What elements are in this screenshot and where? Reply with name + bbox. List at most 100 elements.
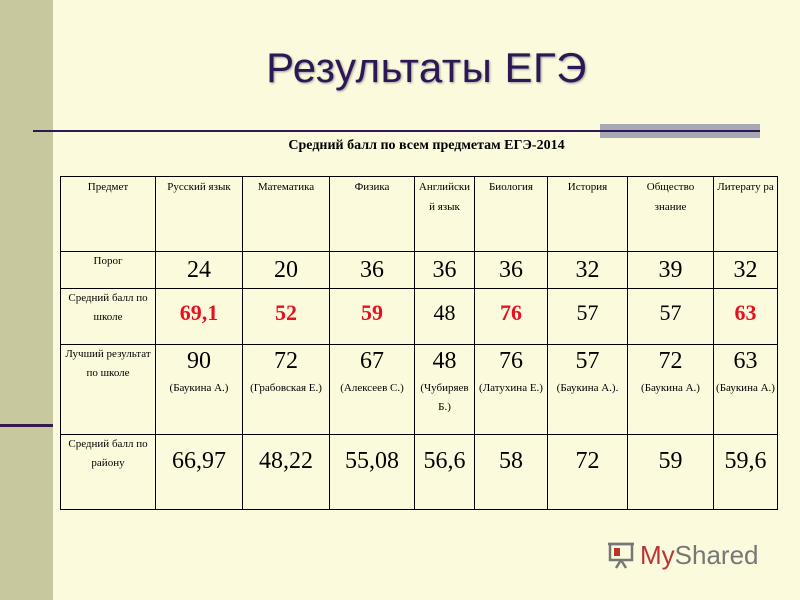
best-result-cell: 63 (Баукина А.): [713, 344, 778, 435]
best-result-cell: 48 (Чубиряев Б.): [414, 344, 475, 435]
school-average-value: 76: [500, 300, 522, 325]
threshold-cell: 36: [329, 251, 415, 289]
title-rule: [33, 130, 760, 132]
district-average-cell: 72: [547, 434, 628, 510]
threshold-cell: 20: [242, 251, 330, 289]
district-average-value: 59: [658, 448, 683, 474]
school-average-value: 57: [659, 300, 682, 325]
best-result-value: 57: [575, 348, 600, 374]
logo-text: MyShared: [640, 540, 759, 571]
best-result-cell: 76 (Латухина Е.): [474, 344, 548, 435]
best-result-student: (Алексеев С.): [340, 382, 404, 394]
threshold-cell: 32: [713, 251, 778, 289]
table-row-best-result: Лучший результат по школе 90 (Баукина А.)…: [60, 344, 778, 435]
header-cell: Биология: [474, 176, 548, 252]
header-cell: Русский язык: [155, 176, 243, 252]
school-average-value: 48: [433, 300, 456, 325]
logo-text-shared: Shared: [674, 539, 759, 570]
best-result-value: 48: [432, 348, 457, 374]
school-average-cell: 48: [414, 288, 475, 345]
threshold-value: 36: [360, 257, 384, 283]
table-subtitle: Средний балл по всем предметам ЕГЭ-2014: [288, 138, 565, 153]
threshold-value: 20: [274, 257, 298, 283]
district-average-value: 55,08: [345, 448, 399, 474]
school-average-cell: 69,1: [155, 288, 243, 345]
threshold-value: 36: [499, 257, 523, 283]
threshold-cell: 32: [547, 251, 628, 289]
best-result-value: 72: [274, 348, 298, 374]
district-average-value: 72: [575, 448, 600, 474]
best-result-student: (Латухина Е.): [479, 382, 543, 394]
header-cell: История: [547, 176, 628, 252]
district-average-cell: 56,6: [414, 434, 475, 510]
header-cell-subject: Предмет: [60, 176, 156, 252]
district-average-cell: 55,08: [329, 434, 415, 510]
best-result-student: (Баукина А.).: [556, 382, 619, 394]
threshold-value: 24: [187, 257, 211, 283]
best-result-student: (Баукина А.): [641, 382, 700, 394]
presentation-board-icon: [608, 542, 634, 569]
threshold-value: 39: [658, 257, 683, 283]
best-result-cell: 72 (Грабовская Е.): [242, 344, 330, 435]
district-average-cell: 66,97: [155, 434, 243, 510]
district-average-value: 59,6: [724, 448, 767, 474]
results-table: Предмет Русский язык Математика Физика А…: [60, 176, 778, 510]
left-bar-accent-line: [0, 424, 53, 427]
best-result-cell: 90 (Баукина А.): [155, 344, 243, 435]
threshold-value: 32: [733, 257, 758, 283]
best-result-student: (Чубиряев Б.): [420, 382, 469, 413]
left-decorative-bar: [0, 0, 53, 600]
header-cell: Литерату ра: [713, 176, 778, 252]
district-average-cell: 58: [474, 434, 548, 510]
threshold-value: 32: [575, 257, 600, 283]
district-average-value: 66,97: [172, 448, 226, 474]
best-result-cell: 67 (Алексеев С.): [329, 344, 415, 435]
row-label-threshold: Порог: [60, 251, 156, 289]
header-cell: Физика: [329, 176, 415, 252]
table-row-threshold: Порог 24 20 36 36 36 32 39 32: [60, 251, 778, 289]
best-result-value: 63: [733, 348, 758, 374]
table-row-school-average: Средний балл по школе 69,1 52 59 48 76 5…: [60, 288, 778, 345]
school-average-value: 52: [275, 300, 297, 325]
best-result-student: (Баукина А.): [169, 382, 229, 394]
best-result-cell: 72 (Баукина А.): [627, 344, 714, 435]
table-row-district-average: Средний балл по району 66,97 48,22 55,08…: [60, 434, 778, 510]
threshold-value: 36: [432, 257, 457, 283]
table-header-row: Предмет Русский язык Математика Физика А…: [60, 176, 778, 252]
school-average-cell: 57: [547, 288, 628, 345]
best-result-student: (Грабовская Е.): [250, 382, 322, 394]
logo-text-my: My: [640, 539, 675, 570]
page-title: Результаты ЕГЭ: [266, 44, 587, 91]
best-result-value: 90: [187, 348, 211, 374]
myshared-logo: MyShared: [606, 538, 759, 572]
best-result-cell: 57 (Баукина А.).: [547, 344, 628, 435]
best-result-value: 76: [499, 348, 523, 374]
header-cell: Английски й язык: [414, 176, 475, 252]
school-average-value: 59: [361, 300, 383, 325]
district-average-cell: 59: [627, 434, 714, 510]
row-label-district-average: Средний балл по району: [60, 434, 156, 510]
school-average-value: 69,1: [179, 300, 219, 325]
school-average-cell: 57: [627, 288, 714, 345]
school-average-cell: 52: [242, 288, 330, 345]
district-average-value: 58: [499, 448, 523, 474]
school-average-cell: 59: [329, 288, 415, 345]
district-average-value: 56,6: [423, 448, 466, 474]
best-result-value: 72: [658, 348, 683, 374]
best-result-student: (Баукина А.): [716, 382, 775, 394]
school-average-value: 57: [576, 300, 599, 325]
header-cell: Общество знание: [627, 176, 714, 252]
row-label-school-average: Средний балл по школе: [60, 288, 156, 345]
district-average-cell: 48,22: [242, 434, 330, 510]
threshold-cell: 36: [414, 251, 475, 289]
school-average-cell: 76: [474, 288, 548, 345]
best-result-value: 67: [360, 348, 384, 374]
district-average-value: 48,22: [259, 448, 313, 474]
threshold-cell: 39: [627, 251, 714, 289]
school-average-value: 63: [734, 300, 757, 325]
row-label-best-result: Лучший результат по школе: [60, 344, 156, 435]
district-average-cell: 59,6: [713, 434, 778, 510]
threshold-cell: 24: [155, 251, 243, 289]
threshold-cell: 36: [474, 251, 548, 289]
header-cell: Математика: [242, 176, 330, 252]
